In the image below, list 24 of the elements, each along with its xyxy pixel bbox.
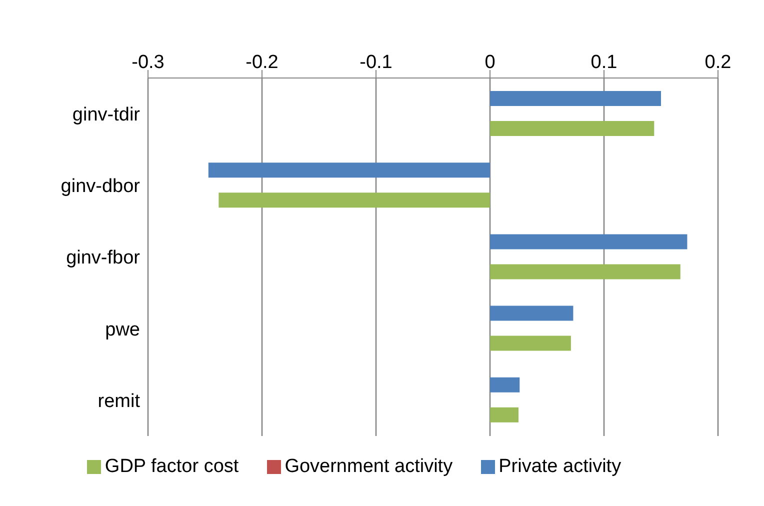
- x-tick-label: -0.2: [246, 52, 278, 73]
- legend-label: Government activity: [284, 456, 453, 477]
- bar: [218, 192, 490, 208]
- y-tick-label: pwe: [105, 319, 140, 340]
- x-tick-label: -0.3: [132, 52, 164, 73]
- x-tick-label: 0.1: [590, 52, 618, 73]
- bar: [490, 264, 680, 280]
- bar: [490, 234, 688, 250]
- x-tick-label: 0: [484, 52, 496, 73]
- legend-label: Private activity: [498, 456, 622, 477]
- bar: [490, 91, 661, 106]
- bar: [490, 377, 520, 392]
- x-tick-label: 0.2: [704, 52, 732, 73]
- y-tick-label: ginv-tdir: [72, 104, 141, 126]
- bar: [490, 407, 518, 422]
- y-tick-label: ginv-fbor: [66, 248, 141, 269]
- bar: [490, 336, 571, 351]
- y-tick-label: remit: [98, 390, 141, 412]
- legend-label: GDP factor cost: [104, 456, 239, 477]
- bar: [208, 162, 490, 178]
- x-tick-label: -0.1: [360, 52, 392, 73]
- bar: [490, 306, 574, 321]
- bar: [490, 121, 654, 136]
- y-tick-label: ginv-dbor: [60, 176, 141, 198]
